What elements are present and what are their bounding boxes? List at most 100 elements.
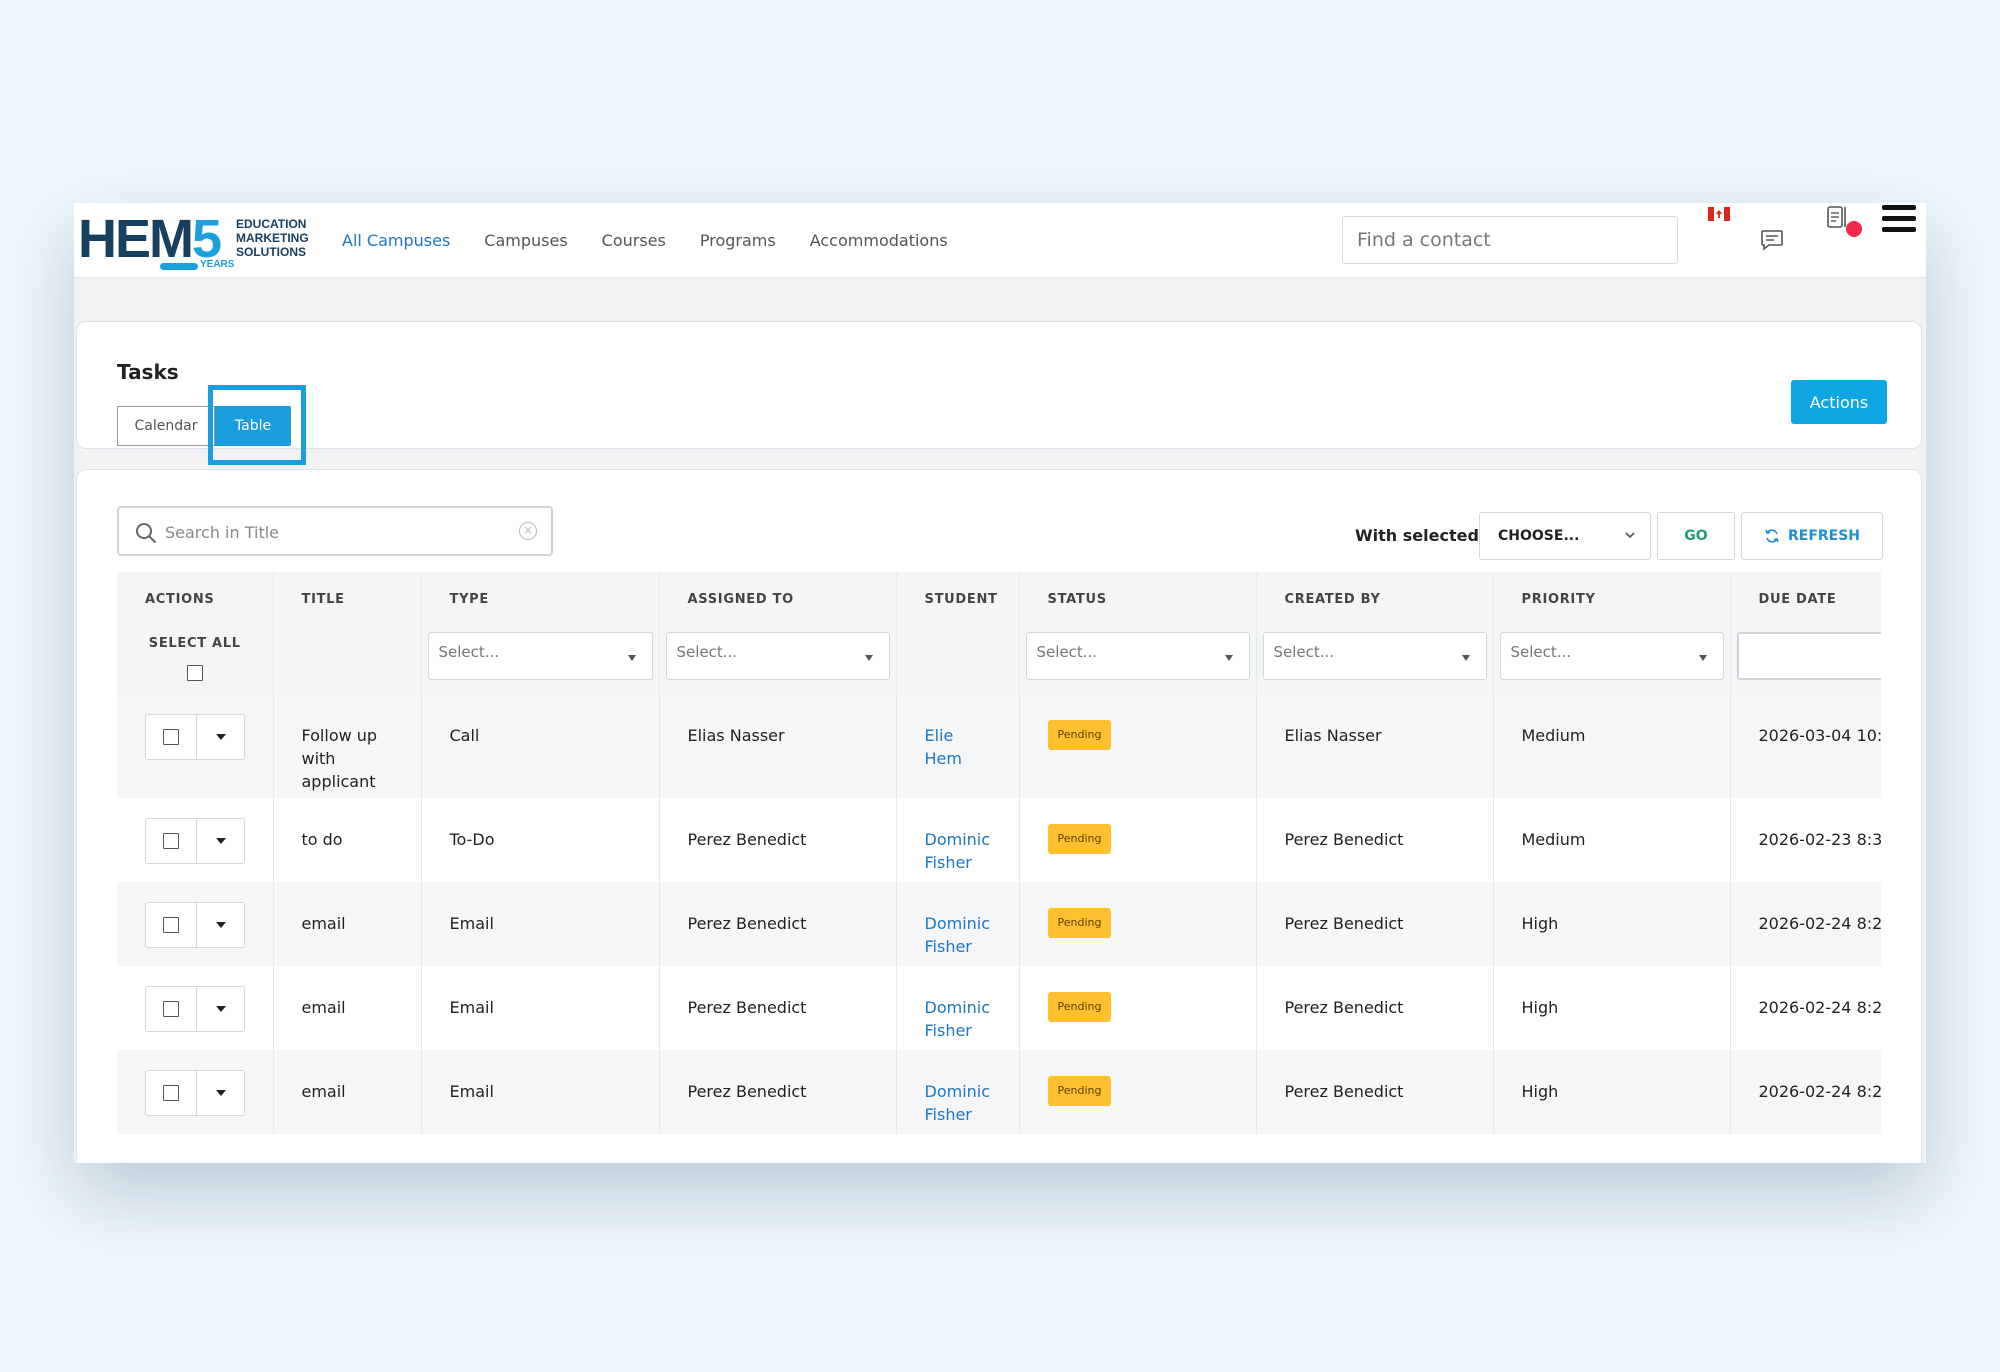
row-actions-dropdown[interactable]: [197, 715, 244, 759]
top-navbar: HEM5 EDUCATION MARKETING SOLUTIONS YEARS…: [74, 203, 1926, 278]
task-due-date: 2026-03-04 10:3: [1758, 726, 1882, 745]
table-view-button[interactable]: Table: [215, 406, 291, 446]
created-by-filter-select[interactable]: Select...: [1262, 632, 1487, 680]
task-type: Email: [449, 914, 494, 933]
col-header-assigned-to[interactable]: ASSIGNED TO: [659, 572, 897, 626]
nav-link-all-campuses[interactable]: All Campuses: [342, 230, 451, 250]
canada-flag-icon[interactable]: [1708, 207, 1730, 221]
clear-search-icon[interactable]: ×: [519, 522, 537, 540]
caret-down-icon: [215, 1006, 226, 1012]
row-select-checkbox[interactable]: [163, 1001, 179, 1017]
dropdown-arrow-icon: [1698, 655, 1707, 661]
task-due-date: 2026-02-24 8:2: [1758, 998, 1882, 1017]
go-button[interactable]: GO: [1657, 512, 1735, 560]
logo-years: YEARS: [200, 259, 235, 270]
status-badge: Pending: [1047, 720, 1112, 750]
view-toggle: Calendar Table: [117, 406, 291, 446]
table-row: email Email Perez Benedict Dominic Fishe…: [117, 1050, 1881, 1134]
row-select-checkbox[interactable]: [163, 833, 179, 849]
row-select-checkbox[interactable]: [163, 917, 179, 933]
title-filter-empty: [273, 626, 422, 694]
logo-years-bar: [160, 263, 198, 270]
task-due-date: 2026-02-24 8:2: [1758, 914, 1882, 933]
logo-wordmark: HEM5: [78, 209, 222, 269]
task-due-date: 2026-02-24 8:2: [1758, 1082, 1882, 1101]
select-all-label: SELECT ALL: [148, 636, 241, 651]
col-header-student[interactable]: STUDENT: [896, 572, 1020, 626]
find-contact-input[interactable]: [1342, 216, 1678, 264]
title-search-input[interactable]: [163, 518, 507, 546]
task-title: email: [301, 914, 346, 933]
row-actions-dropdown[interactable]: [197, 1071, 244, 1115]
student-link[interactable]: Dominic Fisher: [924, 830, 991, 872]
table-row: email Email Perez Benedict Dominic Fishe…: [117, 966, 1881, 1050]
caret-down-icon: [215, 838, 226, 844]
calendar-view-button[interactable]: Calendar: [117, 406, 215, 446]
col-header-type[interactable]: TYPE: [421, 572, 660, 626]
task-type: To-Do: [449, 830, 495, 849]
col-header-priority[interactable]: PRIORITY: [1493, 572, 1731, 626]
dropdown-arrow-icon: [1461, 655, 1470, 661]
col-header-title[interactable]: TITLE: [273, 572, 422, 626]
row-actions-dropdown[interactable]: [197, 987, 244, 1031]
task-created-by: Elias Nasser: [1284, 726, 1382, 745]
task-type: Email: [449, 998, 494, 1017]
student-link[interactable]: Elie Hem: [924, 726, 962, 768]
status-filter-select[interactable]: Select...: [1025, 632, 1250, 680]
col-header-status[interactable]: STATUS: [1019, 572, 1257, 626]
due-date-filter-input[interactable]: [1736, 632, 1881, 680]
nav-link-campuses[interactable]: Campuses: [484, 230, 568, 250]
row-select-checkbox[interactable]: [163, 729, 179, 745]
refresh-button[interactable]: REFRESH: [1741, 512, 1883, 560]
notifications-icon[interactable]: [1826, 205, 1860, 239]
title-search-box: ×: [117, 506, 553, 556]
student-link[interactable]: Dominic Fisher: [924, 914, 991, 956]
select-all-checkbox[interactable]: [186, 665, 203, 681]
row-select-checkbox[interactable]: [163, 1085, 179, 1101]
task-created-by: Perez Benedict: [1284, 998, 1404, 1017]
student-link[interactable]: Dominic Fisher: [924, 1082, 991, 1124]
nav-link-accommodations[interactable]: Accommodations: [809, 230, 948, 250]
row-actions-group: [145, 986, 245, 1032]
chevron-down-icon: [1625, 532, 1635, 539]
task-type: Email: [449, 1082, 494, 1101]
col-header-created-by[interactable]: CREATED BY: [1256, 572, 1494, 626]
table-row: email Email Perez Benedict Dominic Fishe…: [117, 882, 1881, 966]
tasks-table-card: × With selected: CHOOSE... GO REFRESH: [76, 469, 1922, 1163]
assigned-to-filter-select[interactable]: Select...: [665, 632, 890, 680]
tasks-table-scroll[interactable]: ACTIONS TITLE TYPE ASSIGNED TO STUDENT S…: [117, 572, 1881, 1163]
dropdown-arrow-icon: [864, 655, 873, 661]
task-assigned-to: Perez Benedict: [687, 1082, 807, 1101]
table-header-row: ACTIONS TITLE TYPE ASSIGNED TO STUDENT S…: [117, 572, 1881, 626]
row-actions-dropdown[interactable]: [197, 819, 244, 863]
actions-button[interactable]: Actions: [1791, 380, 1887, 424]
col-header-due-date[interactable]: DUE DATE: [1730, 572, 1881, 626]
task-created-by: Perez Benedict: [1284, 830, 1404, 849]
task-priority: High: [1521, 998, 1559, 1017]
chat-icon[interactable]: [1760, 229, 1784, 251]
tasks-table: ACTIONS TITLE TYPE ASSIGNED TO STUDENT S…: [117, 572, 1881, 1134]
type-filter-select[interactable]: Select...: [427, 632, 653, 680]
main-nav: All Campuses Campuses Courses Programs A…: [342, 203, 982, 277]
priority-filter-select[interactable]: Select...: [1499, 632, 1724, 680]
task-title: Follow up with applicant: [301, 726, 378, 791]
task-assigned-to: Perez Benedict: [687, 998, 807, 1017]
table-row: Follow up with applicant Call Elias Nass…: [117, 694, 1881, 798]
app-window: HEM5 EDUCATION MARKETING SOLUTIONS YEARS…: [74, 203, 1926, 1163]
row-actions-dropdown[interactable]: [197, 903, 244, 947]
task-title: to do: [301, 830, 343, 849]
status-badge: Pending: [1047, 908, 1112, 938]
hamburger-menu-icon[interactable]: [1882, 205, 1916, 235]
caret-down-icon: [215, 922, 226, 928]
bulk-action-select[interactable]: CHOOSE...: [1479, 512, 1651, 560]
task-created-by: Perez Benedict: [1284, 1082, 1404, 1101]
task-due-date: 2026-02-23 8:3(: [1758, 830, 1882, 849]
tasks-header-card: Tasks Calendar Table Actions: [76, 321, 1922, 465]
nav-link-courses[interactable]: Courses: [601, 230, 666, 250]
status-badge: Pending: [1047, 1076, 1112, 1106]
task-assigned-to: Perez Benedict: [687, 914, 807, 933]
hem-logo[interactable]: HEM5 EDUCATION MARKETING SOLUTIONS YEARS: [78, 209, 309, 271]
student-link[interactable]: Dominic Fisher: [924, 998, 991, 1040]
nav-link-programs[interactable]: Programs: [699, 230, 776, 250]
task-type: Call: [449, 726, 480, 745]
